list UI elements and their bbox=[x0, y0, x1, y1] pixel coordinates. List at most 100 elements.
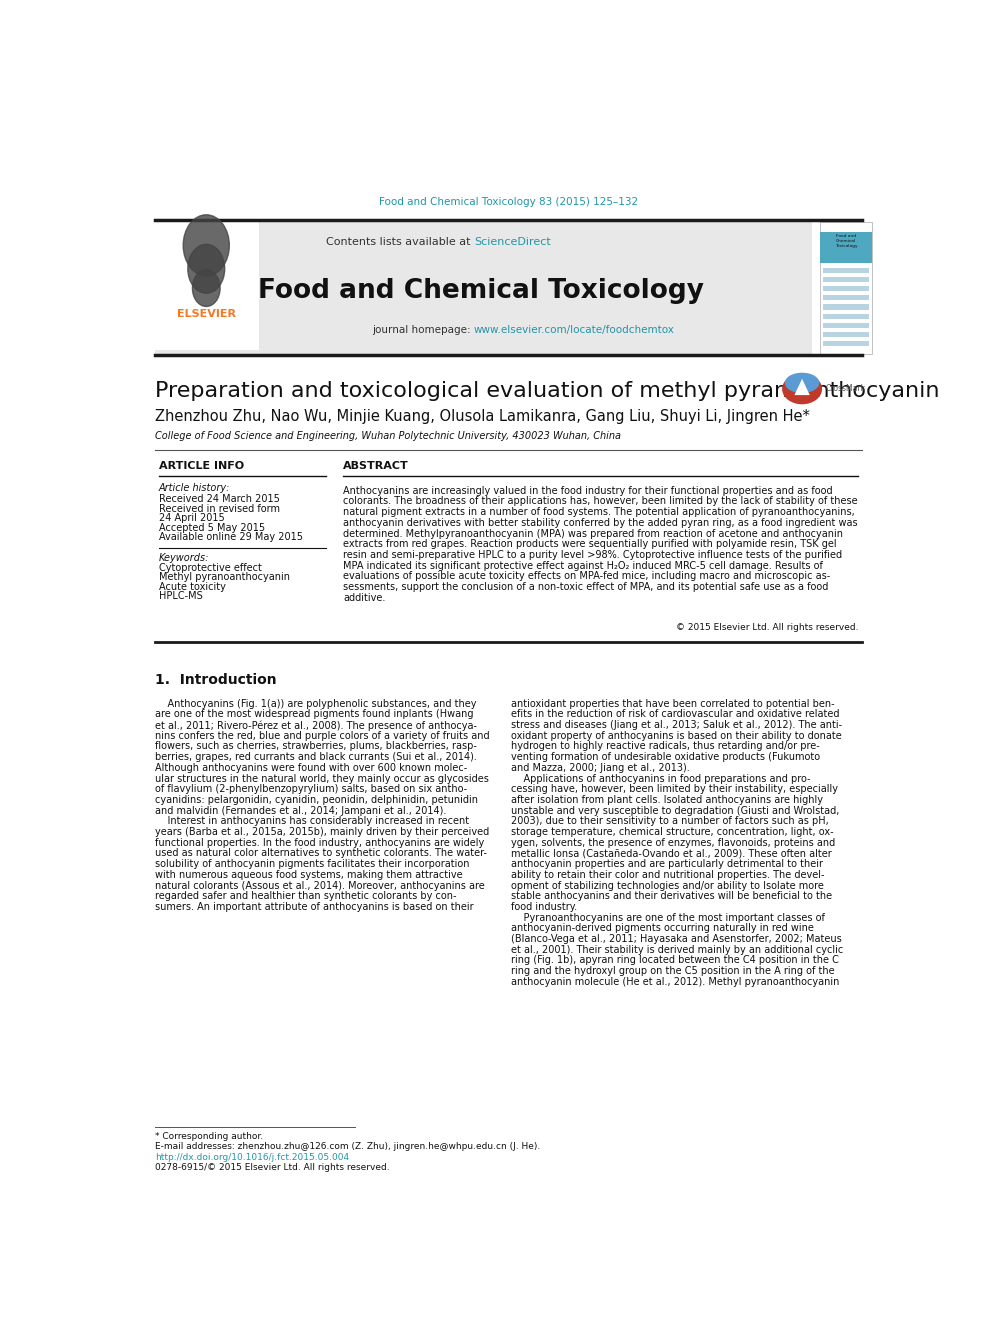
Text: ygen, solvents, the presence of enzymes, flavonoids, proteins and: ygen, solvents, the presence of enzymes,… bbox=[511, 837, 835, 848]
Text: and malvidin (Fernandes et al., 2014; Jampani et al., 2014).: and malvidin (Fernandes et al., 2014; Ja… bbox=[155, 806, 446, 816]
Ellipse shape bbox=[782, 373, 822, 405]
FancyBboxPatch shape bbox=[155, 222, 812, 355]
Text: flowers, such as cherries, strawberries, plums, blackberries, rasp-: flowers, such as cherries, strawberries,… bbox=[155, 741, 476, 751]
Text: cyanidins: pelargonidin, cyanidin, peonidin, delphinidin, petunidin: cyanidins: pelargonidin, cyanidin, peoni… bbox=[155, 795, 478, 804]
Text: berries, grapes, red currants and black currants (Sui et al., 2014).: berries, grapes, red currants and black … bbox=[155, 753, 476, 762]
Text: regarded safer and healthier than synthetic colorants by con-: regarded safer and healthier than synthe… bbox=[155, 892, 456, 901]
Text: Received in revised form: Received in revised form bbox=[159, 504, 280, 515]
FancyBboxPatch shape bbox=[819, 222, 872, 355]
FancyBboxPatch shape bbox=[822, 332, 869, 337]
Text: nins confers the red, blue and purple colors of a variety of fruits and: nins confers the red, blue and purple co… bbox=[155, 730, 489, 741]
Text: Although anthocyanins were found with over 600 known molec-: Although anthocyanins were found with ov… bbox=[155, 763, 467, 773]
FancyBboxPatch shape bbox=[155, 222, 259, 351]
Text: Food and Chemical Toxicology 83 (2015) 125–132: Food and Chemical Toxicology 83 (2015) 1… bbox=[379, 197, 638, 206]
Text: additive.: additive. bbox=[343, 593, 386, 603]
Text: unstable and very susceptible to degradation (Giusti and Wrolstad,: unstable and very susceptible to degrada… bbox=[511, 806, 839, 816]
Text: natural colorants (Assous et al., 2014). Moreover, anthocyanins are: natural colorants (Assous et al., 2014).… bbox=[155, 881, 484, 890]
Text: opment of stabilizing technologies and/or ability to Isolate more: opment of stabilizing technologies and/o… bbox=[511, 881, 823, 890]
Text: ABSTRACT: ABSTRACT bbox=[343, 462, 409, 471]
Text: metallic Ionsa (Castañeda-Ovando et al., 2009). These often alter: metallic Ionsa (Castañeda-Ovando et al.,… bbox=[511, 848, 831, 859]
Text: E-mail addresses: zhenzhou.zhu@126.com (Z. Zhu), jingren.he@whpu.edu.cn (J. He).: E-mail addresses: zhenzhou.zhu@126.com (… bbox=[155, 1142, 540, 1151]
Text: extracts from red grapes. Reaction products were sequentially purified with poly: extracts from red grapes. Reaction produ… bbox=[343, 540, 836, 549]
Text: of flavylium (2-phenylbenzopyrylium) salts, based on six antho-: of flavylium (2-phenylbenzopyrylium) sal… bbox=[155, 785, 467, 794]
Text: Cytoprotective effect: Cytoprotective effect bbox=[159, 564, 262, 573]
Text: sumers. An important attribute of anthocyanins is based on their: sumers. An important attribute of anthoc… bbox=[155, 902, 473, 912]
Text: ular structures in the natural world, they mainly occur as glycosides: ular structures in the natural world, th… bbox=[155, 774, 489, 783]
FancyBboxPatch shape bbox=[822, 341, 869, 347]
Text: anthocyanin-derived pigments occurring naturally in red wine: anthocyanin-derived pigments occurring n… bbox=[511, 923, 813, 933]
Text: cessing have, however, been limited by their instability, especially: cessing have, however, been limited by t… bbox=[511, 785, 837, 794]
Text: Anthocyanins (Fig. 1(a)) are polyphenolic substances, and they: Anthocyanins (Fig. 1(a)) are polyphenoli… bbox=[155, 699, 476, 709]
FancyBboxPatch shape bbox=[822, 286, 869, 291]
Text: ELSEVIER: ELSEVIER bbox=[177, 308, 236, 319]
Text: Accepted 5 May 2015: Accepted 5 May 2015 bbox=[159, 523, 265, 533]
Text: evaluations of possible acute toxicity effects on MPA-fed mice, including macro : evaluations of possible acute toxicity e… bbox=[343, 572, 830, 581]
Text: Interest in anthocyanins has considerably increased in recent: Interest in anthocyanins has considerabl… bbox=[155, 816, 469, 827]
Polygon shape bbox=[795, 378, 809, 396]
Ellipse shape bbox=[785, 373, 819, 393]
Text: are one of the most widespread pigments found inplants (Hwang: are one of the most widespread pigments … bbox=[155, 709, 473, 720]
Text: hydrogen to highly reactive radicals, thus retarding and/or pre-: hydrogen to highly reactive radicals, th… bbox=[511, 741, 819, 751]
Text: used as natural color alternatives to synthetic colorants. The water-: used as natural color alternatives to sy… bbox=[155, 848, 487, 859]
Text: antioxidant properties that have been correlated to potential ben-: antioxidant properties that have been co… bbox=[511, 699, 834, 709]
Text: with numerous aqueous food systems, making them attractive: with numerous aqueous food systems, maki… bbox=[155, 869, 462, 880]
Text: Preparation and toxicological evaluation of methyl pyranoanthocyanin: Preparation and toxicological evaluation… bbox=[155, 381, 939, 401]
Text: storage temperature, chemical structure, concentration, light, ox-: storage temperature, chemical structure,… bbox=[511, 827, 833, 837]
Text: years (Barba et al., 2015a, 2015b), mainly driven by their perceived: years (Barba et al., 2015a, 2015b), main… bbox=[155, 827, 489, 837]
Text: after isolation from plant cells. Isolated anthocyanins are highly: after isolation from plant cells. Isolat… bbox=[511, 795, 822, 804]
Text: CrossMark: CrossMark bbox=[826, 385, 866, 393]
Text: Contents lists available at: Contents lists available at bbox=[325, 237, 474, 247]
Text: colorants. The broadness of their applications has, however, been limited by the: colorants. The broadness of their applic… bbox=[343, 496, 858, 507]
Text: (Blanco-Vega et al., 2011; Hayasaka and Asenstorfer, 2002; Mateus: (Blanco-Vega et al., 2011; Hayasaka and … bbox=[511, 934, 841, 945]
Text: ScienceDirect: ScienceDirect bbox=[474, 237, 551, 247]
Text: resin and semi-preparative HPLC to a purity level >98%. Cytoprotective influence: resin and semi-preparative HPLC to a pur… bbox=[343, 550, 842, 560]
Text: MPA indicated its significant protective effect against H₂O₂ induced MRC-5 cell : MPA indicated its significant protective… bbox=[343, 561, 823, 570]
Text: 24 April 2015: 24 April 2015 bbox=[159, 513, 224, 524]
Circle shape bbox=[187, 245, 225, 294]
Text: ARTICLE INFO: ARTICLE INFO bbox=[159, 462, 244, 471]
Text: journal homepage:: journal homepage: bbox=[372, 325, 474, 335]
Text: anthocyanin molecule (He et al., 2012). Methyl pyranoanthocyanin: anthocyanin molecule (He et al., 2012). … bbox=[511, 976, 839, 987]
Text: sessments, support the conclusion of a non-toxic effect of MPA, and its potentia: sessments, support the conclusion of a n… bbox=[343, 582, 828, 591]
Text: natural pigment extracts in a number of food systems. The potential application : natural pigment extracts in a number of … bbox=[343, 507, 855, 517]
FancyBboxPatch shape bbox=[822, 323, 869, 328]
Text: 0278-6915/© 2015 Elsevier Ltd. All rights reserved.: 0278-6915/© 2015 Elsevier Ltd. All right… bbox=[155, 1163, 390, 1172]
Text: ring (Fig. 1b), apyran ring located between the C4 position in the C: ring (Fig. 1b), apyran ring located betw… bbox=[511, 955, 838, 966]
Text: Food and Chemical Toxicology: Food and Chemical Toxicology bbox=[259, 278, 704, 304]
Text: ability to retain their color and nutritional properties. The devel-: ability to retain their color and nutrit… bbox=[511, 869, 824, 880]
FancyBboxPatch shape bbox=[822, 295, 869, 300]
Text: functional properties. In the food industry, anthocyanins are widely: functional properties. In the food indus… bbox=[155, 837, 484, 848]
Text: 2003), due to their sensitivity to a number of factors such as pH,: 2003), due to their sensitivity to a num… bbox=[511, 816, 828, 827]
Text: anthocyanin derivatives with better stability conferred by the added pyran ring,: anthocyanin derivatives with better stab… bbox=[343, 517, 858, 528]
Text: Anthocyanins are increasingly valued in the food industry for their functional p: Anthocyanins are increasingly valued in … bbox=[343, 486, 832, 496]
Text: Received 24 March 2015: Received 24 March 2015 bbox=[159, 493, 280, 504]
Text: Acute toxicity: Acute toxicity bbox=[159, 582, 225, 591]
Text: stress and diseases (Jiang et al., 2013; Saluk et al., 2012). The anti-: stress and diseases (Jiang et al., 2013;… bbox=[511, 720, 842, 730]
FancyBboxPatch shape bbox=[822, 277, 869, 282]
Text: 1.  Introduction: 1. Introduction bbox=[155, 673, 277, 688]
Text: food industry.: food industry. bbox=[511, 902, 576, 912]
Text: HPLC-MS: HPLC-MS bbox=[159, 591, 202, 601]
Text: solubility of anthocyanin pigments facilitates their incorporation: solubility of anthocyanin pigments facil… bbox=[155, 859, 469, 869]
Text: determined. Methylpyranoanthocyanin (MPA) was prepared from reaction of acetone : determined. Methylpyranoanthocyanin (MPA… bbox=[343, 529, 843, 538]
Text: efits in the reduction of risk of cardiovascular and oxidative related: efits in the reduction of risk of cardio… bbox=[511, 709, 839, 720]
Text: stable anthocyanins and their derivatives will be beneficial to the: stable anthocyanins and their derivative… bbox=[511, 892, 832, 901]
Text: and Mazza, 2000; Jiang et al., 2013).: and Mazza, 2000; Jiang et al., 2013). bbox=[511, 763, 689, 773]
Text: www.elsevier.com/locate/foodchemtox: www.elsevier.com/locate/foodchemtox bbox=[474, 325, 675, 335]
Text: http://dx.doi.org/10.1016/j.fct.2015.05.004: http://dx.doi.org/10.1016/j.fct.2015.05.… bbox=[155, 1152, 349, 1162]
FancyBboxPatch shape bbox=[822, 304, 869, 310]
Text: Article history:: Article history: bbox=[159, 483, 230, 492]
Text: oxidant property of anthocyanins is based on their ability to donate: oxidant property of anthocyanins is base… bbox=[511, 730, 841, 741]
Text: Pyranoanthocyanins are one of the most important classes of: Pyranoanthocyanins are one of the most i… bbox=[511, 913, 824, 922]
FancyBboxPatch shape bbox=[822, 314, 869, 319]
Text: Keywords:: Keywords: bbox=[159, 553, 209, 564]
Text: Applications of anthocyanins in food preparations and pro-: Applications of anthocyanins in food pre… bbox=[511, 774, 810, 783]
Circle shape bbox=[192, 270, 220, 307]
Text: Available online 29 May 2015: Available online 29 May 2015 bbox=[159, 532, 303, 541]
Text: * Corresponding author.: * Corresponding author. bbox=[155, 1132, 263, 1142]
Text: anthocyanin properties and are particularly detrimental to their: anthocyanin properties and are particula… bbox=[511, 859, 822, 869]
Text: Methyl pyranoanthocyanin: Methyl pyranoanthocyanin bbox=[159, 573, 290, 582]
Text: © 2015 Elsevier Ltd. All rights reserved.: © 2015 Elsevier Ltd. All rights reserved… bbox=[676, 623, 858, 632]
FancyBboxPatch shape bbox=[822, 267, 869, 273]
Text: ring and the hydroxyl group on the C5 position in the A ring of the: ring and the hydroxyl group on the C5 po… bbox=[511, 966, 834, 976]
